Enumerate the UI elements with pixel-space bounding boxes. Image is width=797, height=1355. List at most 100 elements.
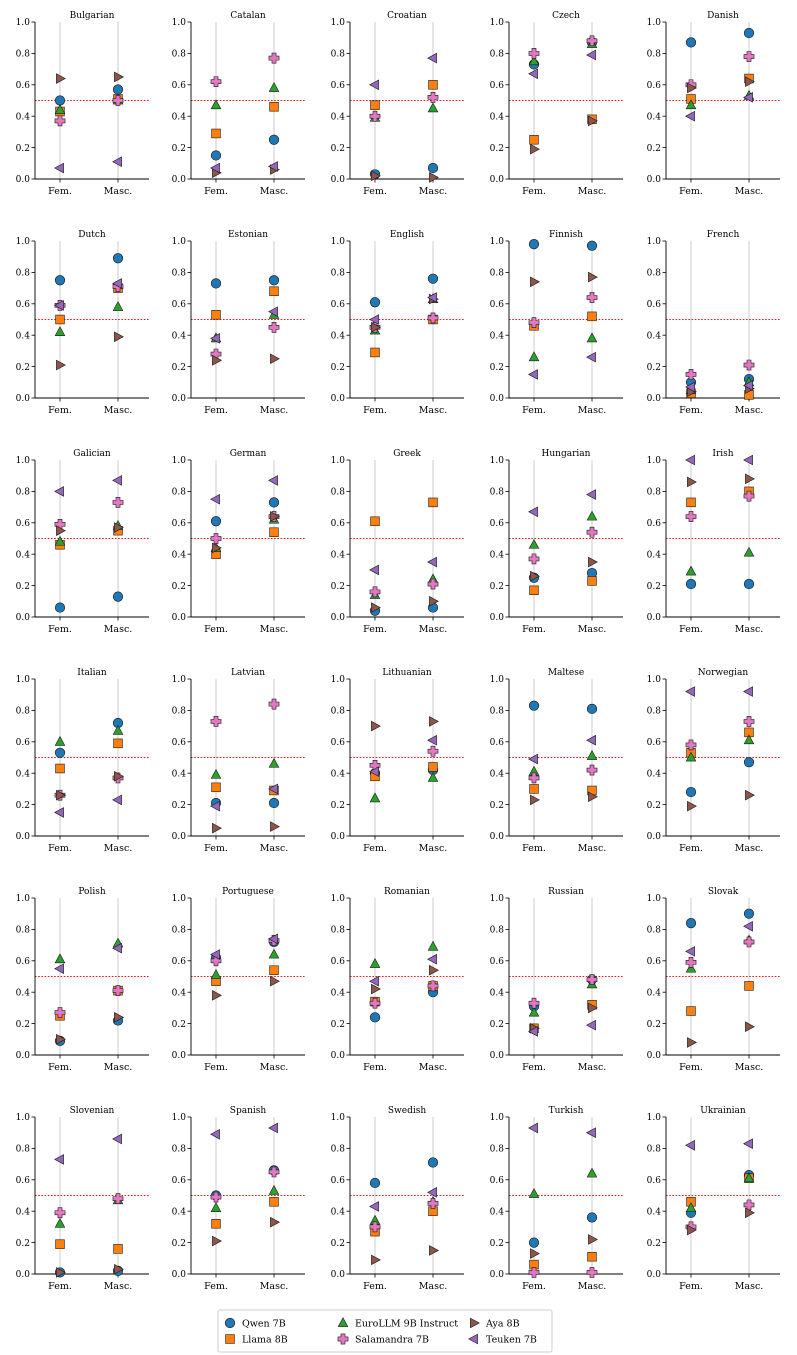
point-qwen-7b-masc [427, 273, 439, 284]
point-llama-8b-fem [55, 763, 65, 774]
point-aya-8b-fem [687, 1037, 697, 1048]
point-aya-8b-masc [114, 522, 124, 533]
point-llama-8b-fem [211, 1219, 221, 1229]
x-tick-label: Fem. [363, 624, 387, 635]
point-teuken-7b-fem [54, 300, 64, 311]
y-tick-label: 0.4 [16, 769, 31, 779]
panel-title: Ukrainian [700, 1106, 746, 1116]
y-tick-label: 0.2 [647, 1239, 661, 1249]
y-tick-label: 0.0 [647, 613, 662, 623]
x-tick-label: Fem. [522, 186, 546, 197]
point-aya-8b-masc [745, 789, 755, 801]
y-tick-label: 0.6 [647, 519, 662, 529]
y-tick-label: 0.6 [647, 738, 662, 748]
point-teuken-7b-fem [528, 369, 538, 380]
panel-title: Croatian [387, 11, 427, 21]
point-teuken-7b-fem [528, 1122, 538, 1134]
point-qwen-7b-masc [268, 134, 280, 145]
y-tick-label: 0.2 [647, 801, 661, 811]
point-llama-8b-masc [428, 80, 438, 90]
point-salamandra-7b-masc [112, 985, 124, 996]
y-tick-label: 0.0 [331, 613, 346, 623]
y-tick-label: 0.2 [647, 582, 661, 592]
panel-title: Galician [73, 449, 111, 459]
point-teuken-7b-masc [268, 161, 278, 172]
y-tick-label: 0.8 [16, 1145, 31, 1155]
y-tick-label: 0.6 [172, 957, 187, 967]
point-eurollm-9b-instruct-masc [268, 757, 280, 768]
y-tick-label: 0.0 [331, 394, 346, 404]
legend-marker [337, 1333, 349, 1345]
y-tick-label: 0.2 [172, 144, 186, 154]
x-tick-label: Masc. [419, 624, 448, 635]
point-llama-8b-masc [269, 965, 279, 975]
point-aya-8b-masc [588, 1002, 598, 1014]
panel-turkish: Turkish 0.0 0.2 0.4 0.6 0.8 1.0 Fem. Masc. [490, 1106, 623, 1292]
x-tick-label: Fem. [363, 843, 387, 854]
y-tick-label: 1.0 [490, 237, 505, 247]
x-tick-label: Fem. [204, 624, 228, 635]
point-teuken-7b-masc [268, 783, 278, 795]
y-tick-label: 0.2 [172, 1239, 186, 1249]
point-aya-8b-fem [212, 1235, 222, 1247]
y-tick-label: 0.0 [16, 832, 31, 842]
point-eurollm-9b-instruct-fem [528, 538, 540, 549]
y-tick-label: 1.0 [172, 237, 187, 247]
x-tick-label: Fem. [48, 1062, 72, 1073]
point-teuken-7b-masc [586, 489, 596, 500]
x-tick-label: Fem. [679, 624, 703, 635]
y-tick-label: 0.6 [490, 81, 505, 91]
point-aya-8b-masc [429, 172, 439, 183]
x-tick-label: Masc. [578, 1281, 607, 1292]
y-tick-label: 0.4 [172, 112, 187, 122]
point-eurollm-9b-instruct-fem [210, 99, 222, 110]
y-tick-label: 0.0 [172, 175, 187, 185]
y-tick-label: 0.0 [172, 1051, 187, 1061]
y-tick-label: 0.4 [647, 112, 662, 122]
y-tick-label: 0.4 [331, 550, 346, 560]
point-aya-8b-fem [371, 983, 381, 995]
point-aya-8b-masc [114, 771, 124, 782]
y-tick-label: 0.2 [490, 801, 504, 811]
y-tick-label: 0.8 [16, 269, 31, 279]
x-tick-label: Fem. [48, 1281, 72, 1292]
point-teuken-7b-fem [369, 314, 379, 325]
point-teuken-7b-masc [586, 351, 596, 363]
point-aya-8b-fem [212, 990, 222, 1001]
point-eurollm-9b-instruct-fem [685, 962, 697, 973]
point-qwen-7b-fem [210, 278, 222, 289]
point-aya-8b-masc [114, 71, 124, 83]
panel-grid: Bulgarian 0.0 0.2 0.4 0.6 0.8 1.0 Fem. Masc. Cata… [16, 11, 780, 1292]
y-tick-label: 0.2 [331, 801, 345, 811]
panel-title: Slovenian [70, 1106, 115, 1116]
point-llama-8b-fem [529, 135, 539, 145]
y-tick-label: 0.6 [331, 519, 346, 529]
legend-marker [468, 1333, 478, 1345]
point-eurollm-9b-instruct-fem [685, 99, 697, 110]
point-salamandra-7b-masc [112, 497, 124, 508]
legend-frame [217, 1309, 553, 1353]
point-teuken-7b-fem [685, 946, 695, 957]
panel-title: Portuguese [222, 887, 274, 897]
point-salamandra-7b-masc [586, 526, 598, 538]
y-tick-label: 0.0 [16, 175, 31, 185]
y-tick-label: 1.0 [490, 456, 505, 466]
point-llama-8b-masc [269, 527, 279, 537]
panel-title: Danish [707, 11, 739, 21]
panel-title: Bulgarian [70, 11, 115, 21]
point-teuken-7b-masc [586, 734, 596, 746]
x-tick-label: Fem. [48, 186, 72, 197]
point-salamandra-7b-masc [743, 359, 755, 371]
y-tick-label: 0.6 [16, 738, 31, 748]
point-teuken-7b-fem [528, 1026, 538, 1037]
point-eurollm-9b-instruct-masc [586, 332, 598, 343]
point-eurollm-9b-instruct-masc [268, 1184, 280, 1195]
y-tick-label: 0.4 [331, 1207, 346, 1217]
x-tick-label: Masc. [419, 843, 448, 854]
point-teuken-7b-fem [369, 1201, 379, 1212]
panel-title: Catalan [230, 11, 265, 21]
y-tick-label: 0.6 [490, 519, 505, 529]
point-llama-8b-fem [370, 516, 380, 526]
point-aya-8b-fem [687, 476, 697, 488]
y-tick-label: 0.0 [647, 1051, 662, 1061]
